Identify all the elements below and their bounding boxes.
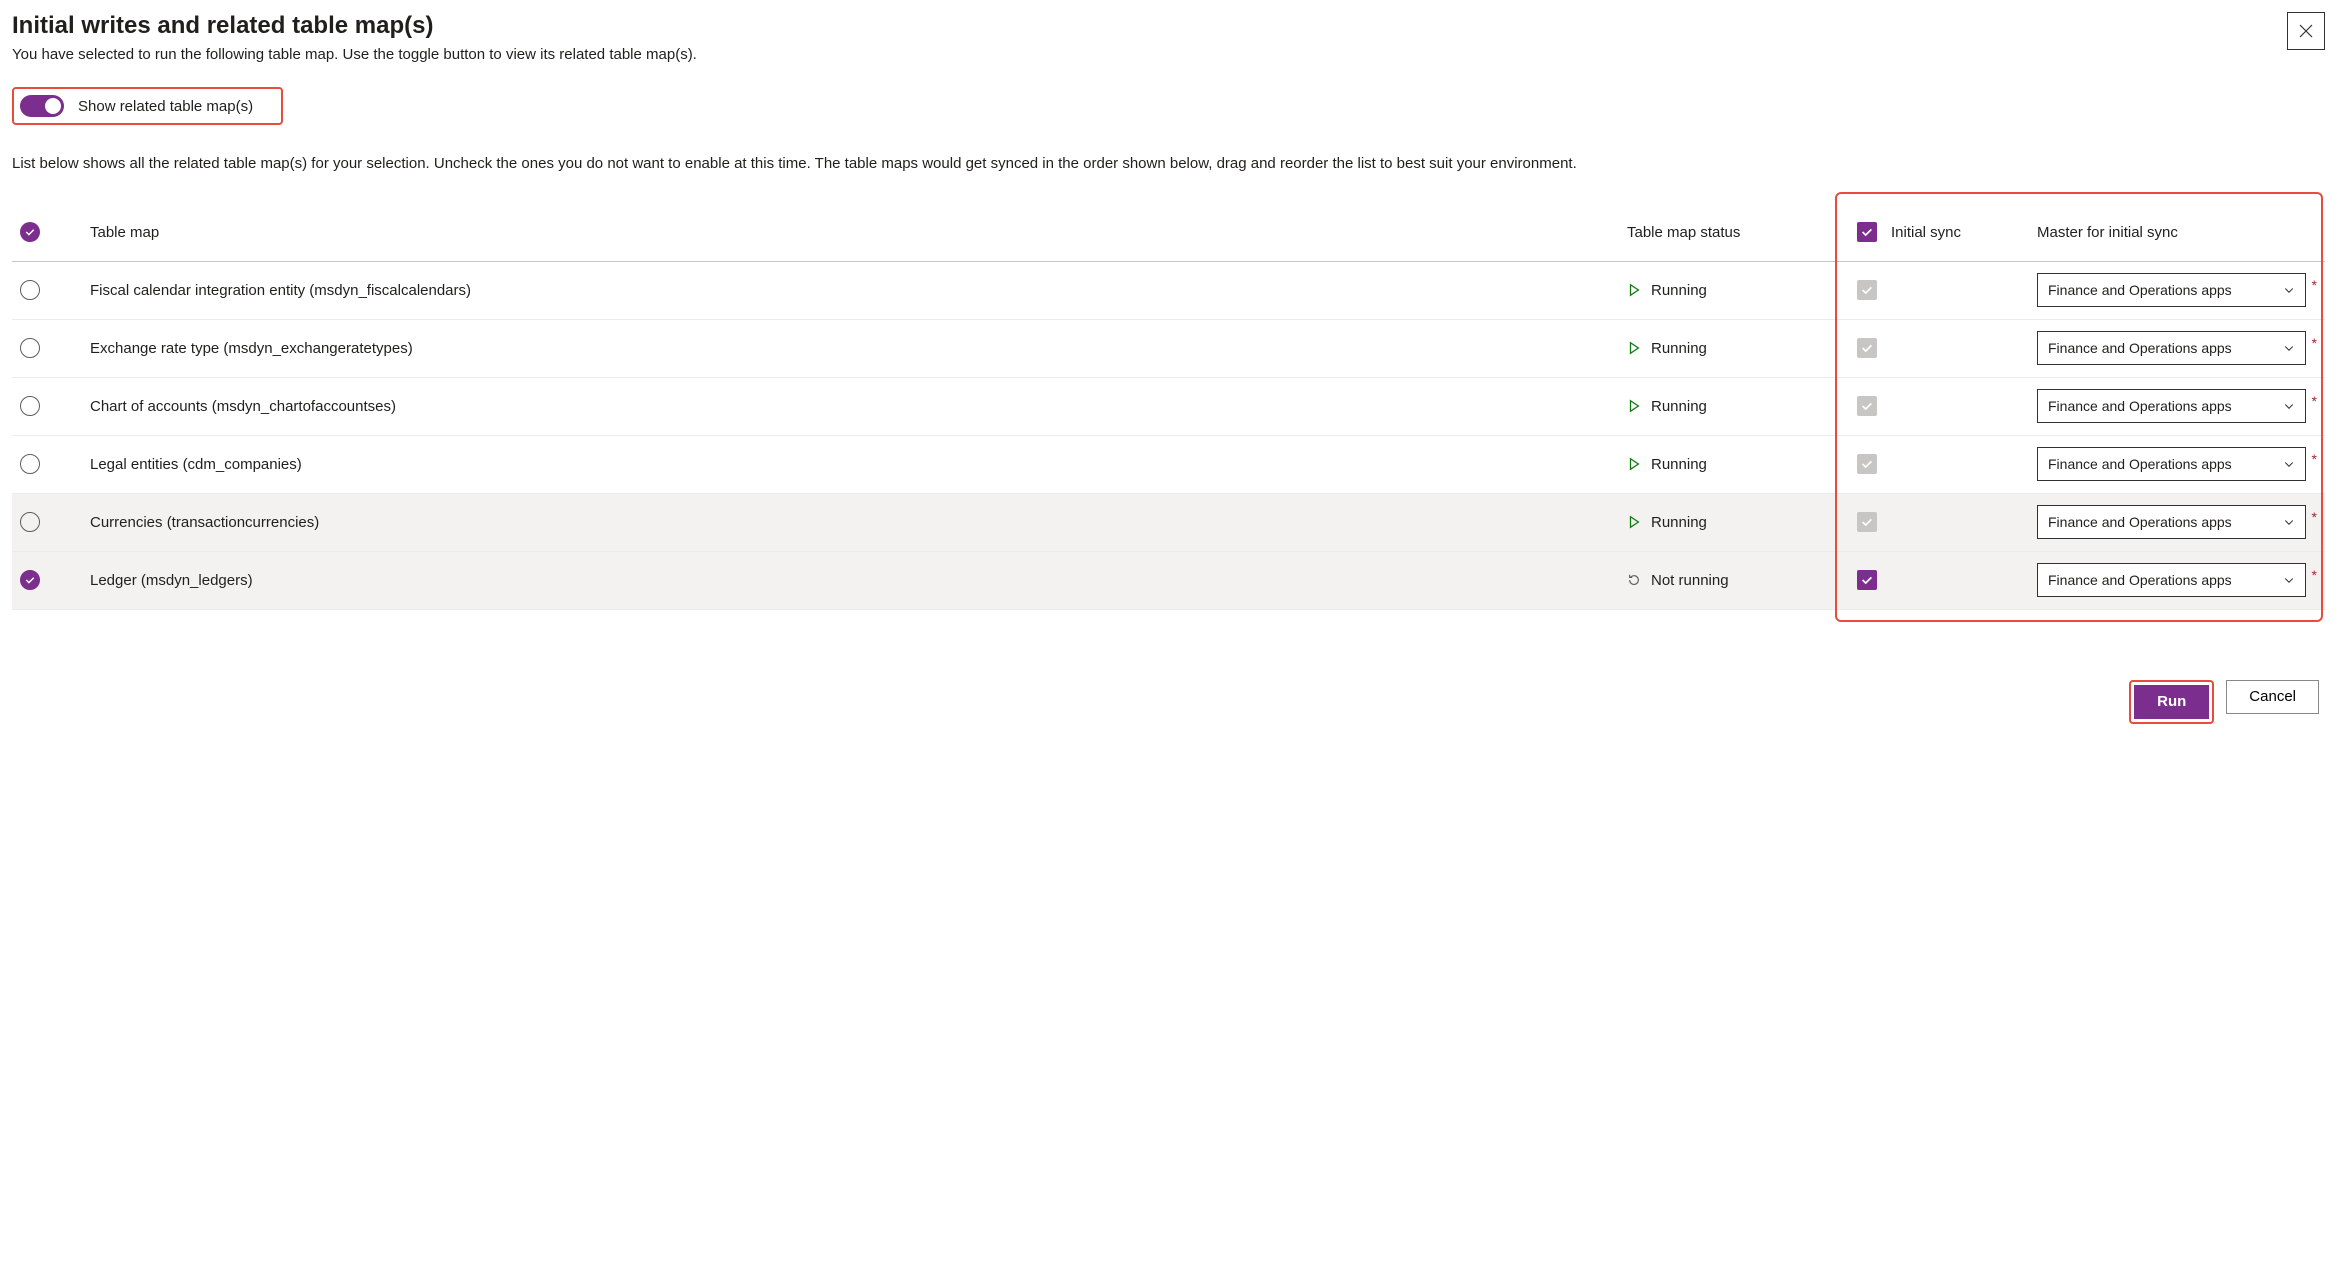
table-row: Ledger (msdyn_ledgers) Not running Finance… xyxy=(12,552,2325,610)
table-row: Fiscal calendar integration entity (msdy… xyxy=(12,262,2325,320)
required-asterisk: * xyxy=(2312,451,2317,467)
row-select-radio[interactable] xyxy=(20,396,40,416)
master-dropdown[interactable]: Finance and Operations apps xyxy=(2037,505,2306,539)
row-name: Exchange rate type (msdyn_exchangeratety… xyxy=(90,340,1627,357)
row-name: Legal entities (cdm_companies) xyxy=(90,456,1627,473)
status-label: Running xyxy=(1651,398,1707,415)
play-icon xyxy=(1627,457,1641,471)
row-select-radio[interactable] xyxy=(20,280,40,300)
table-row: Legal entities (cdm_companies) Running Fin… xyxy=(12,436,2325,494)
dialog-subtitle: You have selected to run the following t… xyxy=(12,46,2325,63)
row-status: Running xyxy=(1627,514,1847,531)
status-label: Running xyxy=(1651,340,1707,357)
col-status: Table map status xyxy=(1627,224,1847,241)
row-status: Running xyxy=(1627,456,1847,473)
master-dropdown[interactable]: Finance and Operations apps xyxy=(2037,273,2306,307)
check-icon xyxy=(1860,515,1874,529)
check-icon xyxy=(24,226,36,238)
required-asterisk: * xyxy=(2312,567,2317,583)
check-icon xyxy=(1860,399,1874,413)
master-dropdown[interactable]: Finance and Operations apps xyxy=(2037,331,2306,365)
initial-sync-checkbox[interactable] xyxy=(1857,570,1877,590)
row-select-radio[interactable] xyxy=(20,512,40,532)
dropdown-value: Finance and Operations apps xyxy=(2048,456,2232,472)
table-row: Currencies (transactioncurrencies) Runnin… xyxy=(12,494,2325,552)
dropdown-value: Finance and Operations apps xyxy=(2048,398,2232,414)
col-table-map: Table map xyxy=(90,224,1627,241)
dropdown-value: Finance and Operations apps xyxy=(2048,572,2232,588)
status-label: Not running xyxy=(1651,572,1729,589)
play-icon xyxy=(1627,399,1641,413)
required-asterisk: * xyxy=(2312,277,2317,293)
row-status: Running xyxy=(1627,340,1847,357)
initial-sync-checkbox xyxy=(1857,280,1877,300)
master-dropdown[interactable]: Finance and Operations apps xyxy=(2037,447,2306,481)
check-icon xyxy=(24,574,36,586)
check-icon xyxy=(1860,457,1874,471)
chevron-down-icon xyxy=(2283,342,2295,354)
status-label: Running xyxy=(1651,282,1707,299)
initial-sync-checkbox xyxy=(1857,338,1877,358)
initial-sync-checkbox xyxy=(1857,454,1877,474)
dropdown-value: Finance and Operations apps xyxy=(2048,282,2232,298)
table-row: Exchange rate type (msdyn_exchangeratety… xyxy=(12,320,2325,378)
table-header-row: Table map Table map status Initial sync … xyxy=(12,204,2325,262)
run-button[interactable]: Run xyxy=(2134,685,2209,719)
row-name: Ledger (msdyn_ledgers) xyxy=(90,572,1627,589)
show-related-toggle[interactable] xyxy=(20,95,64,117)
row-name: Currencies (transactioncurrencies) xyxy=(90,514,1627,531)
toggle-knob xyxy=(45,98,61,114)
play-icon xyxy=(1627,515,1641,529)
check-icon xyxy=(1860,283,1874,297)
row-status: Not running xyxy=(1627,572,1847,589)
initial-sync-checkbox xyxy=(1857,512,1877,532)
required-asterisk: * xyxy=(2312,335,2317,351)
dropdown-value: Finance and Operations apps xyxy=(2048,514,2232,530)
row-status: Running xyxy=(1627,282,1847,299)
required-asterisk: * xyxy=(2312,393,2317,409)
status-label: Running xyxy=(1651,514,1707,531)
play-icon xyxy=(1627,283,1641,297)
dialog: Initial writes and related table map(s) … xyxy=(12,12,2325,724)
check-icon xyxy=(1860,573,1874,587)
close-button[interactable] xyxy=(2287,12,2325,50)
close-icon xyxy=(2298,23,2314,39)
chevron-down-icon xyxy=(2283,458,2295,470)
chevron-down-icon xyxy=(2283,284,2295,296)
status-label: Running xyxy=(1651,456,1707,473)
list-description: List below shows all the related table m… xyxy=(12,153,2325,176)
check-icon xyxy=(1860,225,1874,239)
chevron-down-icon xyxy=(2283,516,2295,528)
dropdown-value: Finance and Operations apps xyxy=(2048,340,2232,356)
play-icon xyxy=(1627,341,1641,355)
row-name: Fiscal calendar integration entity (msdy… xyxy=(90,282,1627,299)
initial-sync-checkbox xyxy=(1857,396,1877,416)
row-status: Running xyxy=(1627,398,1847,415)
toggle-highlight: Show related table map(s) xyxy=(12,87,283,125)
row-select-radio[interactable] xyxy=(20,570,40,590)
row-select-radio[interactable] xyxy=(20,454,40,474)
row-name: Chart of accounts (msdyn_chartofaccounts… xyxy=(90,398,1627,415)
master-dropdown[interactable]: Finance and Operations apps xyxy=(2037,563,2306,597)
run-highlight: Run xyxy=(2129,680,2214,724)
row-select-radio[interactable] xyxy=(20,338,40,358)
check-icon xyxy=(1860,341,1874,355)
dialog-footer: Run Cancel xyxy=(12,680,2325,724)
required-asterisk: * xyxy=(2312,509,2317,525)
select-all-radio[interactable] xyxy=(20,222,40,242)
initial-sync-header-checkbox[interactable] xyxy=(1857,222,1877,242)
table: Table map Table map status Initial sync … xyxy=(12,204,2325,610)
cancel-button[interactable]: Cancel xyxy=(2226,680,2319,714)
table-row: Chart of accounts (msdyn_chartofaccounts… xyxy=(12,378,2325,436)
master-dropdown[interactable]: Finance and Operations apps xyxy=(2037,389,2306,423)
chevron-down-icon xyxy=(2283,574,2295,586)
col-initial-sync: Initial sync xyxy=(1891,224,1961,241)
toggle-label: Show related table map(s) xyxy=(78,98,253,115)
dialog-title: Initial writes and related table map(s) xyxy=(12,12,2325,40)
col-master: Master for initial sync xyxy=(2037,224,2317,241)
chevron-down-icon xyxy=(2283,400,2295,412)
refresh-icon xyxy=(1627,573,1641,587)
